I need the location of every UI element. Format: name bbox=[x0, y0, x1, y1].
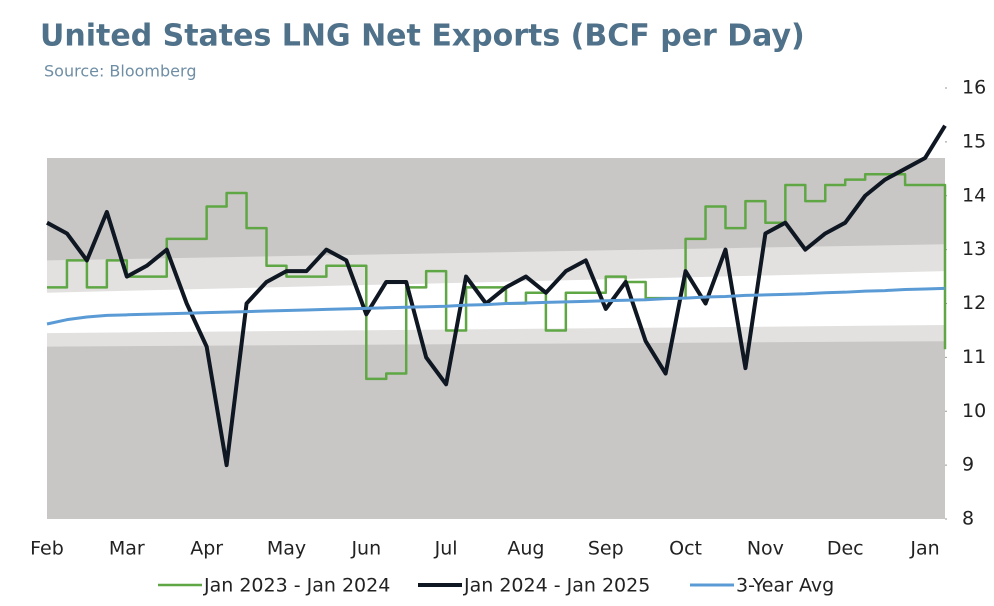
x-tick-label: Jul bbox=[434, 538, 458, 560]
y-tick-label: 15 bbox=[962, 130, 986, 152]
x-tick-label: Aug bbox=[507, 538, 544, 560]
series-line bbox=[47, 172, 947, 381]
y-tick-label: 16 bbox=[962, 77, 986, 99]
y-tick-label: 12 bbox=[962, 292, 986, 314]
series-line bbox=[46, 286, 946, 326]
y-tick-label: 14 bbox=[962, 184, 986, 206]
x-tick-label: Oct bbox=[669, 538, 702, 560]
x-tick-label: Jun bbox=[350, 538, 381, 560]
series-line bbox=[46, 124, 947, 468]
x-tick-label: Dec bbox=[827, 538, 864, 560]
y-tick-label: 8 bbox=[962, 508, 974, 530]
y-tick-label: 10 bbox=[962, 400, 986, 422]
x-tick-label: Nov bbox=[747, 538, 784, 560]
legend-label: Jan 2023 - Jan 2024 bbox=[203, 575, 390, 597]
x-tick-label: May bbox=[267, 538, 306, 560]
y-tick-label: 13 bbox=[962, 238, 986, 260]
x-tick-label: Jan bbox=[909, 538, 939, 560]
x-tick-label: Sep bbox=[588, 538, 624, 560]
chart-title: United States LNG Net Exports (BCF per D… bbox=[40, 19, 805, 54]
x-tick-label: Mar bbox=[109, 538, 145, 560]
x-tick-label: Feb bbox=[30, 538, 64, 560]
y-tick-label: 11 bbox=[962, 346, 986, 368]
legend-label: 3-Year Avg bbox=[736, 575, 834, 597]
chart-subtitle: Source: Bloomberg bbox=[44, 62, 196, 81]
range-band bbox=[47, 271, 945, 334]
x-tick-label: Apr bbox=[190, 538, 223, 560]
legend-label: Jan 2024 - Jan 2025 bbox=[463, 575, 650, 597]
y-tick-label: 9 bbox=[962, 454, 974, 476]
